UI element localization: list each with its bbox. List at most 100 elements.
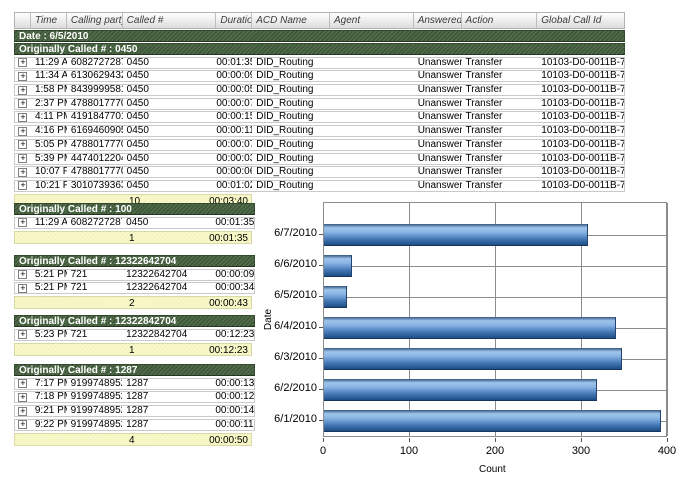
- group-band: Originally Called # : 12322842704: [14, 315, 255, 327]
- sub-group-table: Originally Called # : 1287+7:17 PM919974…: [14, 364, 255, 446]
- agent-cell: [330, 85, 414, 95]
- y-axis-tick: [319, 234, 323, 235]
- table-row: +9:21 PM91997489521287 00:00:14: [14, 405, 255, 418]
- summary-call-count: 1: [129, 344, 135, 356]
- time-cell: 7:18 PM: [34, 392, 67, 403]
- duration-cell: 00:12:23: [215, 329, 255, 340]
- called-number-cell: 1287: [126, 419, 149, 430]
- duration-cell: 00:00:14: [215, 406, 255, 417]
- acd-name-cell: DID_Routing: [256, 180, 314, 191]
- bar-6-6-2010: [324, 255, 352, 277]
- expand-row-icon[interactable]: +: [18, 111, 28, 122]
- duration-cell: 00:00:06: [216, 167, 253, 178]
- expand-row-icon[interactable]: +: [18, 57, 28, 68]
- column-header-calling-party-: Calling party #: [67, 13, 123, 28]
- expand-row-icon[interactable]: +: [18, 419, 28, 430]
- expand-row-icon[interactable]: +: [18, 269, 28, 280]
- expand-cell: +: [15, 58, 31, 68]
- expand-row-icon[interactable]: +: [18, 153, 28, 163]
- group-band: Originally Called # : 100: [14, 203, 255, 215]
- summary-total-duration: 00:03:40: [209, 195, 248, 207]
- called-number-cell: 0450: [126, 71, 149, 82]
- duration-cell: 00:00:34: [215, 283, 255, 294]
- x-axis-tick-label: 100: [399, 445, 419, 457]
- vertical-gridline: [667, 203, 668, 436]
- table-row: +5:21 PM721 12322642704 00:00:34: [14, 282, 255, 295]
- calling-party-cell: 6169460905: [70, 126, 123, 137]
- global-call-id-cell: 10103-D0-0011B-772: [541, 112, 624, 123]
- column-header-duration: Duration: [216, 13, 253, 28]
- duration-cell: 00:01:02: [216, 180, 253, 191]
- expand-row-icon[interactable]: +: [18, 84, 28, 95]
- sub-group-table: Originally Called # : 100+11:29 AM608272…: [14, 203, 255, 244]
- calls-by-date-chart: Date 6/7/2010 6/6/2010 6/5/2010 6/4/2010 6/3…: [256, 196, 676, 485]
- duration-cell: 00:00:03: [216, 153, 253, 164]
- expand-row-icon[interactable]: +: [18, 139, 28, 150]
- time-cell: 4:11 PM: [34, 112, 67, 123]
- global-call-id-cell: 10103-D0-0011B-76F: [541, 71, 624, 82]
- called-number-cell: 0450: [126, 126, 149, 137]
- expand-cell: +: [15, 406, 31, 416]
- expand-row-icon[interactable]: +: [18, 180, 28, 191]
- called-number-cell: 12322842704: [126, 329, 188, 340]
- sub-group-table: Originally Called # : 12322642704 +5:21 P…: [14, 255, 255, 310]
- acd-name-cell: DID_Routing: [256, 139, 314, 150]
- global-call-id-cell: 10103-D0-0011B-771: [541, 98, 624, 109]
- expand-row-icon[interactable]: +: [18, 405, 28, 416]
- x-axis-tick-label: 400: [657, 445, 676, 457]
- table-row: +5:21 PM721 12322642704 00:00:09: [14, 268, 255, 281]
- expand-row-icon[interactable]: +: [18, 329, 28, 340]
- y-axis-tick-label: 6/6/2010: [274, 258, 317, 270]
- agent-cell: [330, 126, 414, 136]
- table-row: +7:18 PM91997489521287 00:00:12: [14, 391, 255, 404]
- acd-name-cell: DID_Routing: [256, 126, 314, 137]
- time-cell: 7:17 PM: [34, 378, 67, 389]
- calling-party-cell: 9199748952: [70, 419, 123, 430]
- expand-row-icon[interactable]: +: [18, 125, 28, 136]
- expand-row-icon[interactable]: +: [18, 70, 28, 81]
- group-band-0450: Originally Called # : 0450: [14, 43, 625, 55]
- expand-row-icon[interactable]: +: [18, 98, 28, 109]
- time-cell: 11:29 AM: [34, 217, 67, 228]
- expand-row-icon[interactable]: +: [18, 217, 28, 228]
- x-axis-tick-label: 0: [319, 445, 327, 457]
- action-cell: Transfer: [465, 153, 503, 164]
- x-axis-tick: [409, 438, 410, 442]
- called-number-cell: 0450: [126, 167, 149, 178]
- chart-plot-area: [323, 202, 668, 437]
- expand-cell: +: [15, 270, 31, 280]
- group-summary-row: 1 00:12:23: [14, 342, 252, 356]
- summary-call-count: 2: [129, 298, 135, 310]
- answered-cell: Unanswered: [417, 112, 462, 123]
- time-cell: 5:21 PM: [34, 269, 67, 280]
- called-number-cell: 0450: [126, 153, 149, 164]
- expand-cell: +: [15, 392, 31, 402]
- table-row: +4:11 PM41918477010450 00:00:15DID_Routin…: [14, 111, 625, 124]
- time-cell: 5:23 PM: [34, 329, 67, 340]
- y-axis-tick-label: 6/3/2010: [274, 351, 317, 363]
- summary-total-duration: 00:01:35: [209, 232, 248, 244]
- expand-row-icon[interactable]: +: [18, 166, 28, 177]
- answered-cell: Unanswered: [417, 57, 462, 68]
- expand-cell: +: [15, 181, 31, 191]
- group-band: Originally Called # : 12322642704: [14, 255, 255, 267]
- expand-row-icon[interactable]: +: [18, 282, 28, 293]
- y-axis-tick-label: 6/4/2010: [274, 320, 317, 332]
- agent-cell: [330, 154, 414, 164]
- y-axis-tick: [319, 389, 323, 390]
- acd-name-cell: DID_Routing: [256, 167, 314, 178]
- expand-row-icon[interactable]: +: [18, 378, 28, 389]
- expand-row-icon[interactable]: +: [18, 391, 28, 402]
- global-call-id-cell: 10103-D0-0011B-778: [541, 153, 624, 164]
- called-number-cell: 1287: [126, 406, 149, 417]
- acd-name-cell: DID_Routing: [256, 153, 314, 164]
- summary-call-count: 10: [129, 195, 141, 207]
- bar-6-7-2010: [324, 224, 588, 246]
- summary-total-duration: 00:00:50: [209, 434, 248, 446]
- agent-cell: [330, 58, 414, 68]
- sub-group-table: Originally Called # : 12322842704 +5:23 P…: [14, 315, 255, 356]
- column-header-action: Action: [462, 13, 538, 28]
- group-summary-row: 2 00:00:43: [14, 296, 252, 310]
- table-row: +11:29 AM60827272870450 00:01:35DID_Routi…: [14, 56, 625, 69]
